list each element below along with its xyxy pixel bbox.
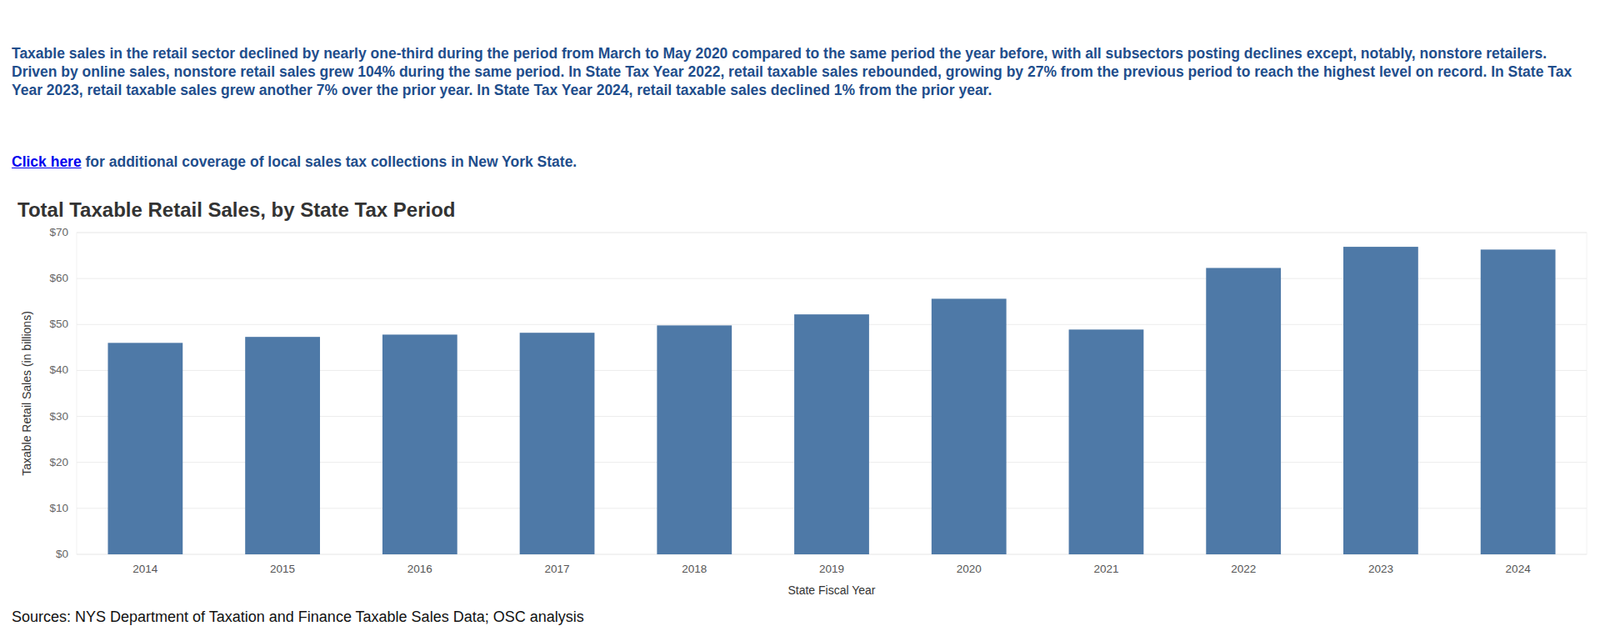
link[interactable]: Click here [11,153,82,170]
chart-title: Total Taxable Retail Sales, by State Tax… [17,198,456,222]
x-tick-label: 2014 [132,562,159,575]
bar [1205,267,1281,555]
bar [1480,249,1556,555]
y-tick-label: $40 [49,363,69,376]
x-tick-label: 2024 [1505,562,1532,575]
bar [520,332,595,555]
x-tick-label: 2022 [1230,562,1256,575]
x-axis-title: State Fiscal Year [787,583,875,597]
y-tick-label: $30 [49,410,69,423]
y-axis-title: Taxable Retail Sales (in billions) [20,310,34,476]
y-tick-label: $70 [49,225,69,239]
bar [1343,246,1419,555]
grid-line [76,232,1587,234]
x-tick-label: 2023 [1368,562,1394,575]
bar [1069,329,1145,555]
x-tick-label: 2018 [681,562,707,575]
chart: $0 $10 $20 $30 $40 $50 $60 $70 2014 2015 2016 2017 2… [0,0,1600,641]
x-tick-label: 2017 [545,562,570,575]
plot-frame [76,232,1587,555]
source-note: Sources: NYS Department of Taxation and … [11,608,585,626]
link-line: Click herefor additional coverage of loc… [11,153,577,171]
x-tick-label: 2015 [270,562,295,575]
x-tick-label: 2019 [819,562,845,575]
bars [107,246,1555,555]
y-tick-label: $50 [49,317,69,330]
bar [107,342,183,555]
bar [245,336,320,555]
link-suffix: for additional coverage of local sales t… [85,153,578,170]
y-tick-label: $60 [49,271,69,285]
y-tick-label: $20 [49,455,69,469]
bar [794,314,870,555]
y-tick-label: $10 [49,501,69,515]
x-tick-label: 2021 [1093,562,1119,575]
bar [382,334,458,555]
x-tick-label: 2016 [407,562,433,575]
bar [656,325,732,555]
x-tick-label: 2020 [956,562,982,575]
intro-text: Taxable sales in the retail sector decli… [11,44,1591,100]
y-tick-label: $0 [55,547,69,560]
bar [931,298,1007,555]
